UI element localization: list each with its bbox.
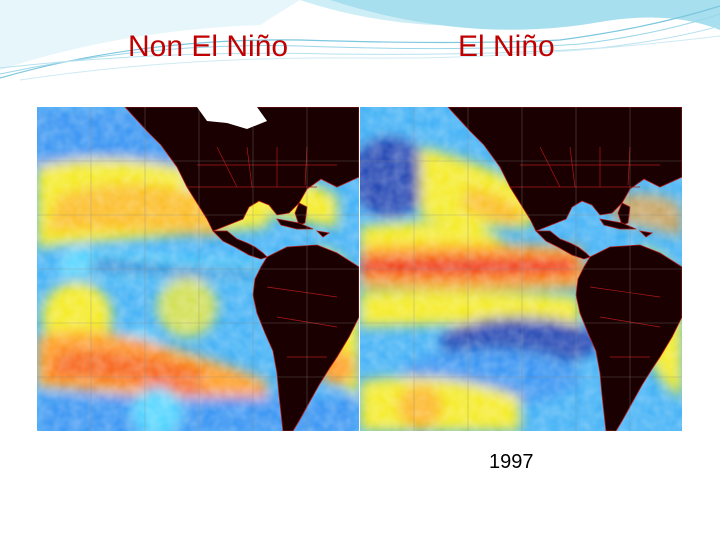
header-swoosh-decoration bbox=[0, 0, 720, 81]
map-el-nino bbox=[360, 107, 682, 431]
year-caption: 1997 bbox=[489, 451, 534, 473]
land-layer bbox=[447, 107, 682, 431]
map-non-el-nino bbox=[37, 107, 359, 431]
title-non-el-nino: Non El Niño bbox=[128, 30, 289, 63]
grid-lines bbox=[37, 107, 359, 431]
snow-ice bbox=[197, 107, 267, 129]
land-layer bbox=[124, 107, 359, 431]
grid-lines bbox=[360, 107, 682, 431]
title-el-nino: El Niño bbox=[458, 30, 555, 63]
